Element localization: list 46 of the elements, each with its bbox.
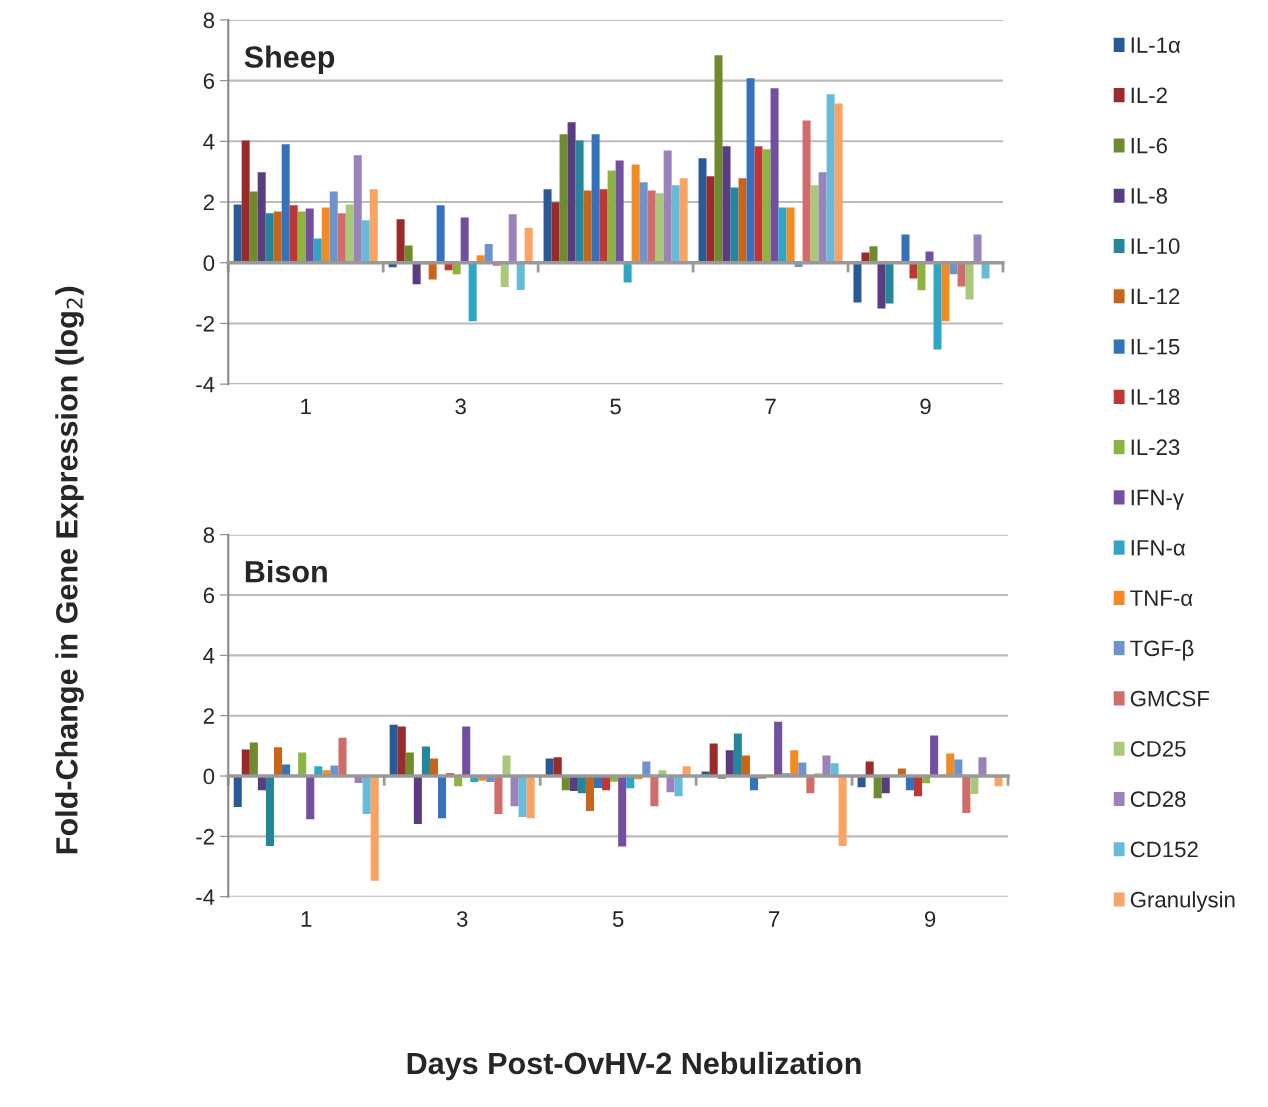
y-tick-label: 2 bbox=[203, 708, 214, 724]
legend-label: IL-8 bbox=[1131, 188, 1168, 204]
x-axis-title: Days Post-OvHV-2 Nebulization bbox=[407, 1051, 861, 1081]
x-tick-label: 5 bbox=[610, 398, 621, 415]
legend-label: TNF-α bbox=[1130, 590, 1193, 606]
legend-label: IL-10 bbox=[1131, 238, 1180, 255]
legend-label: GMCSF bbox=[1130, 690, 1210, 707]
y-tick-label: -2 bbox=[196, 315, 214, 332]
x-tick-label: 3 bbox=[456, 911, 468, 927]
y-tick-label: 2 bbox=[203, 194, 214, 211]
y-tick-label: 0 bbox=[203, 768, 215, 785]
y-tick-label: -4 bbox=[196, 376, 215, 393]
legend-label: CD25 bbox=[1130, 740, 1186, 757]
x-tick-label: 1 bbox=[301, 398, 311, 415]
legend-label: IL-2 bbox=[1131, 87, 1167, 103]
x-tick-label: 1 bbox=[301, 911, 312, 927]
y-tick-label: 4 bbox=[203, 134, 215, 150]
y-tick-label: 8 bbox=[203, 12, 215, 29]
legend-label: IL-6 bbox=[1131, 137, 1167, 154]
legend-label: CD28 bbox=[1130, 791, 1186, 807]
y-tick-label: -2 bbox=[196, 828, 214, 845]
x-tick-label: 5 bbox=[612, 911, 624, 927]
x-tick-label: 7 bbox=[765, 398, 776, 415]
legend-label: IL-18 bbox=[1131, 389, 1180, 405]
legend-label: IFN-α bbox=[1131, 540, 1186, 556]
y-tick-label: 8 bbox=[203, 527, 215, 543]
x-tick-label: 9 bbox=[920, 398, 931, 415]
y-tick-label: 6 bbox=[203, 73, 215, 89]
y-tick-label: 4 bbox=[203, 648, 215, 664]
text: Bison bbox=[245, 560, 327, 583]
y-tick-label: 6 bbox=[203, 587, 215, 604]
y-tick-label: 0 bbox=[203, 255, 215, 271]
legend-label: IL-12 bbox=[1131, 288, 1180, 305]
y-axis-title: Fold-Change in Gene Expression (log$_{2}$) bbox=[55, 286, 84, 854]
x-tick-label: 7 bbox=[769, 911, 780, 927]
x-tick-label: 9 bbox=[924, 911, 936, 927]
legend-label: IL-23 bbox=[1131, 439, 1180, 456]
y-tick-label: -4 bbox=[196, 889, 215, 905]
legend-label: IL-1α bbox=[1131, 37, 1181, 53]
legend-label: Granulysin bbox=[1130, 891, 1235, 912]
text: Sheep bbox=[244, 45, 335, 74]
legend-label: CD152 bbox=[1130, 841, 1198, 858]
legend-label: IFN-γ bbox=[1131, 489, 1184, 510]
legend-label: IL-15 bbox=[1131, 339, 1180, 355]
legend-label: TGF-β bbox=[1130, 639, 1194, 661]
x-tick-label: 3 bbox=[455, 398, 466, 415]
